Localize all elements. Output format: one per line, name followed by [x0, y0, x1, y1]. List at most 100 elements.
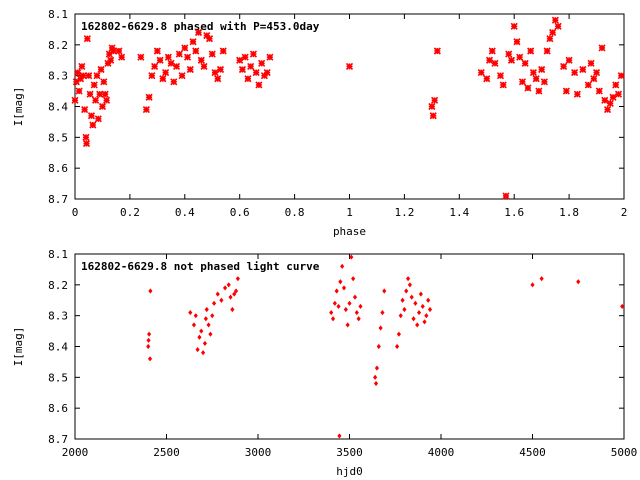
data-point: [428, 102, 436, 111]
data-point: [118, 53, 126, 61]
data-point: [338, 279, 343, 285]
data-point: [532, 75, 540, 83]
data-point: [373, 374, 378, 380]
data-point: [426, 297, 431, 303]
data-point: [422, 319, 427, 325]
x-tick-label: 0.6: [230, 206, 250, 219]
data-point: [620, 303, 625, 310]
x-tick-label: 4500: [519, 446, 546, 459]
data-point: [137, 53, 145, 61]
data-point: [86, 90, 94, 98]
data-point: [146, 337, 151, 343]
data-point: [142, 106, 150, 114]
data-point: [332, 300, 337, 306]
x-tick-label: 1: [346, 206, 353, 219]
y-tick-label: 8.7: [48, 433, 68, 446]
x-tick-label: 5000: [611, 446, 638, 459]
data-point: [266, 53, 274, 61]
data-point: [337, 433, 342, 439]
data-point: [345, 322, 350, 328]
data-point: [343, 306, 348, 313]
data-point: [78, 62, 86, 70]
data-point: [151, 62, 159, 70]
data-point: [83, 35, 91, 43]
data-point: [527, 47, 535, 55]
data-point: [601, 96, 609, 104]
data-point: [98, 102, 107, 111]
data-point: [540, 78, 548, 86]
data-point: [491, 59, 499, 67]
data-point: [424, 313, 429, 319]
data-point: [612, 81, 620, 89]
data-point: [415, 322, 420, 328]
data-point: [219, 47, 227, 55]
phased-axis-ticks: 0 0.2 0.4 0.6 0.8 1 1.2 1.4 1.6 1.8 2 8.1 8.2 8.3 8.4 8…: [48, 8, 627, 219]
data-point: [219, 297, 224, 303]
data-point: [402, 306, 407, 313]
data-point: [235, 276, 240, 282]
data-point: [380, 309, 385, 316]
data-point: [433, 47, 441, 55]
data-point: [148, 72, 156, 80]
data-point: [373, 380, 379, 387]
data-point: [554, 22, 562, 30]
data-point: [407, 282, 412, 288]
data-point: [205, 35, 214, 43]
x-tick-label: 2500: [153, 446, 180, 459]
phased-x-axis-label: phase: [333, 225, 366, 238]
data-point: [109, 47, 117, 55]
data-point: [530, 282, 535, 288]
data-point: [230, 306, 235, 313]
data-point: [194, 28, 203, 37]
data-point: [100, 78, 108, 86]
data-point: [87, 112, 96, 120]
data-point: [546, 35, 554, 43]
data-point: [551, 16, 559, 24]
data-point: [483, 75, 491, 83]
data-point: [345, 62, 354, 70]
data-point: [595, 87, 603, 95]
data-point: [518, 78, 527, 86]
data-point: [226, 282, 231, 288]
data-point: [145, 93, 153, 101]
unphased-plot-frame: [74, 253, 625, 440]
data-point: [164, 53, 172, 61]
data-point: [488, 47, 496, 55]
data-point: [477, 69, 485, 77]
x-tick-label: 1.4: [449, 206, 469, 219]
data-point: [418, 291, 423, 297]
data-point: [516, 53, 524, 61]
data-point: [334, 288, 339, 294]
data-point: [529, 69, 537, 77]
data-point: [405, 276, 411, 282]
data-point: [202, 340, 208, 347]
y-tick-label: 8.6: [48, 402, 68, 415]
data-point: [170, 78, 178, 86]
data-point: [93, 72, 101, 80]
x-tick-label: 1.2: [394, 206, 414, 219]
data-point: [505, 50, 513, 58]
data-point: [90, 81, 98, 89]
data-point: [378, 325, 383, 331]
data-point: [215, 291, 220, 297]
x-tick-label: 0.2: [120, 206, 140, 219]
data-point: [513, 38, 521, 46]
y-tick-label: 8.6: [48, 162, 68, 175]
data-point: [214, 75, 222, 83]
data-point: [413, 300, 418, 306]
data-point: [409, 294, 414, 300]
data-point: [89, 121, 97, 129]
y-tick-label: 8.5: [48, 371, 68, 384]
data-point: [82, 133, 90, 141]
data-point: [208, 50, 216, 58]
data-point: [96, 90, 104, 98]
data-point: [192, 47, 200, 55]
data-point: [579, 65, 587, 74]
data-point: [400, 297, 405, 303]
data-point: [340, 263, 345, 269]
y-tick-label: 8.4: [48, 341, 68, 354]
data-point: [200, 62, 208, 70]
phased-data-points: [71, 16, 625, 200]
data-point: [382, 288, 387, 294]
